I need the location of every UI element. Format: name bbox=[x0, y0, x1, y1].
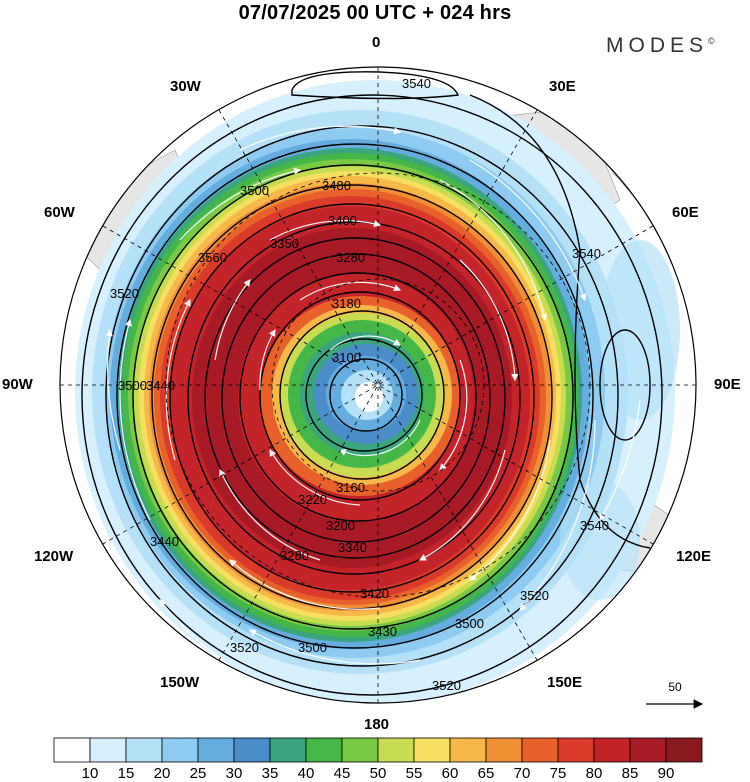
colorbar-swatch bbox=[449, 737, 487, 763]
colorbar-swatch bbox=[485, 737, 523, 763]
lon-label-30e: 30E bbox=[549, 78, 576, 95]
contour-label: 3100 bbox=[332, 350, 361, 365]
colorbar-swatch bbox=[233, 737, 271, 763]
colorbar-swatch bbox=[53, 737, 91, 763]
colorbar-tick-label: 20 bbox=[153, 765, 171, 782]
colorbar-swatch bbox=[413, 737, 451, 763]
contour-label: 3540 bbox=[580, 518, 609, 533]
lon-label-60w: 60W bbox=[44, 204, 75, 221]
contour-label: 3480 bbox=[322, 178, 351, 193]
colorbar-tick-label: 50 bbox=[369, 765, 387, 782]
brand-text: MODES bbox=[606, 34, 709, 57]
colorbar-swatch bbox=[665, 737, 703, 763]
colorbar-swatch bbox=[269, 737, 307, 763]
colorbar-swatch bbox=[89, 737, 127, 763]
contour-label: 3350 bbox=[270, 236, 299, 251]
lon-label-150w: 150W bbox=[160, 674, 200, 691]
contour-label: 3280 bbox=[336, 250, 365, 265]
colorbar-swatch bbox=[593, 737, 631, 763]
colorbar-swatch bbox=[629, 737, 667, 763]
lon-label-0: 0 bbox=[372, 34, 381, 51]
colorbar-swatch bbox=[557, 737, 595, 763]
contour-label: 3540 bbox=[572, 246, 601, 261]
lon-label-120w: 120W bbox=[34, 548, 74, 565]
brand-logo: MODES© bbox=[606, 34, 715, 58]
reference-vector: 50 bbox=[640, 680, 710, 712]
colorbar-swatch bbox=[341, 737, 379, 763]
contour-label: 3430 bbox=[368, 624, 397, 639]
globe-outline bbox=[59, 66, 697, 704]
contour-label: 3500 bbox=[118, 378, 147, 393]
contour-label: 3520 bbox=[520, 588, 549, 603]
colorbar-tick-label: 45 bbox=[333, 765, 351, 782]
colorbar-swatch bbox=[521, 737, 559, 763]
lon-label-150e: 150E bbox=[547, 674, 583, 691]
contour-label: 3220 bbox=[298, 492, 327, 507]
contour-label: 3440 bbox=[146, 378, 175, 393]
lon-label-180: 180 bbox=[364, 716, 390, 733]
contour-label: 3520 bbox=[230, 640, 259, 655]
contour-label: 3540 bbox=[402, 76, 431, 91]
contour-label: 3400 bbox=[328, 213, 357, 228]
colorbar-swatch bbox=[377, 737, 415, 763]
contour-label: 3500 bbox=[455, 616, 484, 631]
colorbar-tick-label: 60 bbox=[441, 765, 459, 782]
colorbar-tick-label: 75 bbox=[549, 765, 567, 782]
colorbar-tick-label: 25 bbox=[189, 765, 207, 782]
colorbar-tick-label: 55 bbox=[405, 765, 423, 782]
contour-label: 3340 bbox=[338, 540, 367, 555]
colorbar-tick-label: 40 bbox=[297, 765, 315, 782]
colorbar-tick-label: 35 bbox=[261, 765, 279, 782]
contour-label: 3420 bbox=[360, 586, 389, 601]
lon-label-60e: 60E bbox=[672, 204, 699, 221]
colorbar-swatches bbox=[53, 737, 703, 763]
chart-title: 07/07/2025 00 UTC + 024 hrs bbox=[238, 2, 512, 24]
colorbar-tick-label: 80 bbox=[585, 765, 603, 782]
contour-label: 3440 bbox=[150, 534, 179, 549]
lon-label-90w: 90W bbox=[2, 376, 33, 393]
colorbar-tick-label: 70 bbox=[513, 765, 531, 782]
contour-label: 3520 bbox=[110, 286, 139, 301]
contour-label: 3200 bbox=[326, 518, 355, 533]
colorbar-tick-label: 65 bbox=[477, 765, 495, 782]
lon-label-90e: 90E bbox=[714, 376, 741, 393]
colorbar-tick-label: 15 bbox=[117, 765, 135, 782]
reference-vector-label: 50 bbox=[668, 680, 682, 694]
brand-mark: © bbox=[708, 36, 715, 46]
contour-label: 3560 bbox=[198, 250, 227, 265]
contour-labels: 3540 3480 3500 3400 3350 3280 3180 3100 … bbox=[110, 76, 609, 693]
contour-label: 3180 bbox=[332, 296, 361, 311]
contour-label: 3520 bbox=[432, 678, 461, 693]
lon-label-30w: 30W bbox=[170, 78, 201, 95]
lon-label-120e: 120E bbox=[676, 548, 712, 565]
colorbar-tick-label: 90 bbox=[657, 765, 675, 782]
colorbar-swatch bbox=[305, 737, 343, 763]
contour-label: 3280 bbox=[280, 548, 309, 563]
colorbar-swatch bbox=[197, 737, 235, 763]
colorbar-swatch bbox=[125, 737, 163, 763]
colorbar-tick-label: 10 bbox=[81, 765, 99, 782]
contour-label: 3500 bbox=[298, 640, 327, 655]
contour-label: 3500 bbox=[240, 183, 269, 198]
colorbar-tick-label: 85 bbox=[621, 765, 639, 782]
contour-label: 3160 bbox=[336, 480, 365, 495]
colorbar-swatch bbox=[161, 737, 199, 763]
colorbar-tick-label: 30 bbox=[225, 765, 243, 782]
colorbar: 10 15 20 25 30 35 40 45 50 55 60 65 70 75 80 85 90 bbox=[0, 735, 750, 782]
reference-arrow-icon bbox=[646, 699, 704, 709]
